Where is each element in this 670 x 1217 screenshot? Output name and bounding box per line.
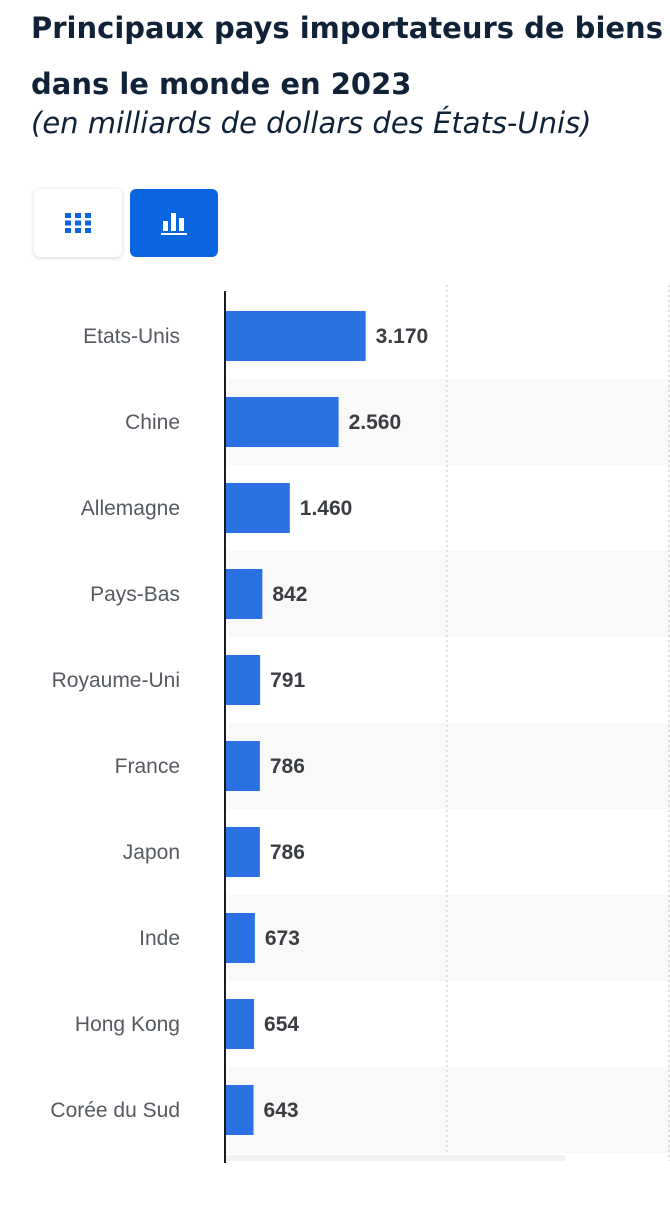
category-label: Hong Kong	[75, 1013, 180, 1036]
bar-chart: Etats-Unis 3.170 Chine 2.560 Allemagne 1.460 P…	[50, 285, 670, 1163]
value-label: 842	[272, 583, 307, 606]
chart-subtitle: (en milliards de dollars des États-Unis)	[31, 106, 592, 140]
bar	[225, 999, 255, 1049]
category-label: Royaume-Uni	[52, 669, 180, 692]
value-label: 2.560	[349, 411, 402, 434]
value-label: 654	[264, 1013, 299, 1036]
bar	[225, 569, 263, 619]
scroll-track	[225, 1155, 565, 1161]
category-label: Chine	[125, 411, 180, 434]
row-stripe	[225, 1067, 670, 1153]
category-label: Japon	[123, 841, 180, 864]
value-label: 3.170	[376, 325, 429, 348]
category-label: Allemagne	[81, 497, 180, 520]
category-label: Pays-Bas	[90, 583, 180, 606]
category-label: Etats-Unis	[83, 325, 180, 348]
bar	[225, 827, 260, 877]
value-label: 791	[270, 669, 305, 692]
bar	[225, 311, 366, 361]
value-label: 786	[270, 755, 305, 778]
bar	[225, 655, 261, 705]
category-label: France	[115, 755, 180, 778]
row-stripe	[225, 895, 670, 981]
value-label: 786	[270, 841, 305, 864]
bar	[225, 913, 255, 963]
category-label: Inde	[139, 927, 180, 950]
table-view-button[interactable]	[34, 189, 122, 257]
bar	[225, 741, 260, 791]
row-stripe	[225, 551, 670, 637]
grid-icon	[65, 213, 91, 233]
category-label: Corée du Sud	[50, 1099, 180, 1122]
value-label: 673	[265, 927, 300, 950]
chart-view-button[interactable]	[130, 189, 218, 257]
bar	[225, 483, 290, 533]
row-stripe	[225, 723, 670, 809]
bar-chart-icon	[161, 213, 187, 235]
bar	[225, 397, 339, 447]
value-label: 1.460	[300, 497, 353, 520]
bar	[225, 1085, 254, 1135]
chart-title: Principaux pays importateurs de biens da…	[31, 11, 663, 101]
value-label: 643	[264, 1099, 299, 1122]
